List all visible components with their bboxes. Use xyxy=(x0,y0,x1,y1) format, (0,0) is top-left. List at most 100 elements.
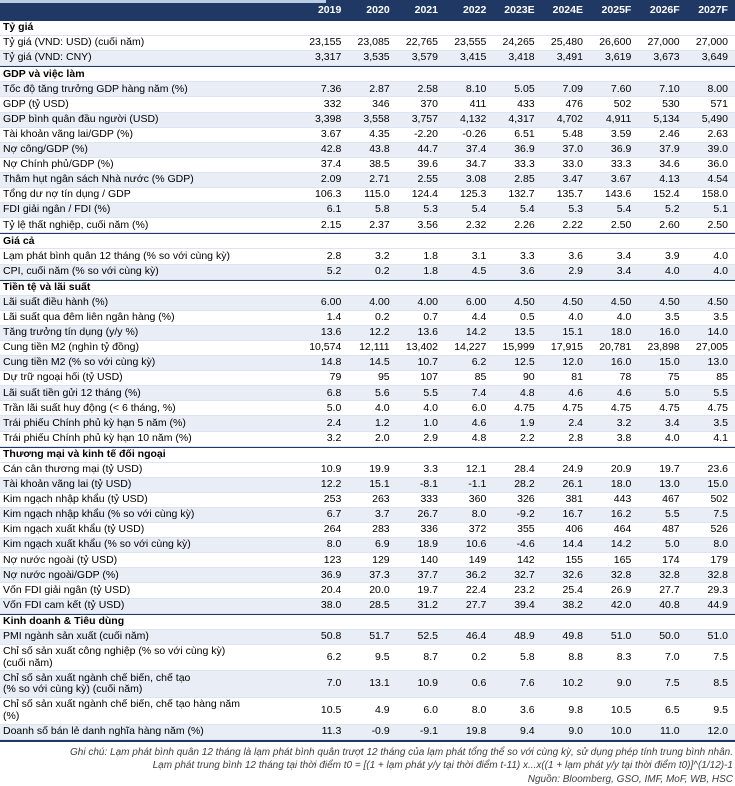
cell-value: 464 xyxy=(613,523,632,536)
cell-value: 5,134 xyxy=(653,112,680,125)
cell-value: 2.71 xyxy=(369,173,390,186)
cell-value: 25.4 xyxy=(562,583,583,596)
row-label: Tài khoản vãng lai/GDP (%) xyxy=(3,127,133,140)
cell-value: 443 xyxy=(613,493,632,506)
cell-value: 4.35 xyxy=(369,127,390,140)
cell-value: 0.6 xyxy=(471,677,487,690)
cell-value: 33.3 xyxy=(514,158,535,171)
cell-value: 32.6 xyxy=(562,568,583,581)
cell-value: 46.4 xyxy=(465,630,487,643)
section-row: GDP và việc làm xyxy=(0,66,735,83)
cell-value: 3.5 xyxy=(665,311,680,324)
cell-value: 165 xyxy=(613,553,632,566)
cell-value: 4.75 xyxy=(514,401,535,414)
cell-value: 332 xyxy=(323,97,342,110)
cell-value: 4.75 xyxy=(562,401,583,414)
cell-value: 85 xyxy=(474,371,487,384)
cell-value: -1.1 xyxy=(468,478,487,491)
table-row: Dự trữ ngoại hối (tỷ USD) 79 95 107 85 90 81 78… xyxy=(0,371,735,387)
cell-value: 37.3 xyxy=(369,568,390,581)
row-label: Tăng trưởng tín dụng (y/y %) xyxy=(3,326,139,339)
cell-value: 12.2 xyxy=(369,326,390,339)
cell-value: 346 xyxy=(372,97,390,110)
table-row: Nợ Chính phủ/GDP (%) 37.4 38.5 39.6 34.7 33.3… xyxy=(0,158,735,173)
row-label: FDI giải ngân / FDI (%) xyxy=(3,203,111,216)
table-row: Vốn FDI giải ngân (tỷ USD) 20.4 20.0 19.7 22… xyxy=(0,583,735,599)
cell-value: 23,085 xyxy=(357,36,390,49)
table-row: Trái phiếu Chính phủ kỳ hạn 5 năm (%) 2.4… xyxy=(0,416,735,432)
row-label: Trần lãi suất huy động (< 6 tháng, %) xyxy=(3,401,176,414)
cell-value: 26.7 xyxy=(417,508,438,521)
cell-value: 7.10 xyxy=(659,82,680,95)
row-label: Chỉ số sản xuất ngành chế biến, chế tạo(… xyxy=(3,671,191,696)
cell-value: 2.50 xyxy=(610,218,632,231)
table-row: Chỉ số sản xuất công nghiệp (% so với cù… xyxy=(0,645,735,672)
cell-value: 3,418 xyxy=(508,51,535,64)
table-row: Tổng dư nợ tín dụng / GDP 106.3 115.0 124.4… xyxy=(0,188,735,204)
cell-value: 14.0 xyxy=(707,326,728,339)
row-label: Vốn FDI cam kết (tỷ USD) xyxy=(3,598,125,611)
cell-value: 14.2 xyxy=(465,326,487,339)
cell-value: 18.0 xyxy=(610,478,632,491)
cell-value: 16.0 xyxy=(659,326,680,339)
cell-value: 355 xyxy=(517,523,535,536)
row-label: Nợ nước ngoài (tỷ USD) xyxy=(3,553,118,566)
cell-value: 13.0 xyxy=(659,478,680,491)
cell-value: -2.20 xyxy=(414,127,438,140)
cell-value: 4.1 xyxy=(713,431,728,444)
cell-value: 1.8 xyxy=(423,264,438,277)
row-label: Thâm hụt ngân sách Nhà nước (% GDP) xyxy=(3,173,194,186)
cell-value: 3,579 xyxy=(411,51,438,64)
cell-value: 15,999 xyxy=(502,341,535,354)
cell-value: 7.09 xyxy=(562,82,583,95)
cell-value: 2.15 xyxy=(320,218,342,231)
cell-value: 3.67 xyxy=(320,127,342,140)
section-label: Tỷ giá xyxy=(3,21,34,34)
cell-value: -4.6 xyxy=(516,538,535,551)
cell-value: 8.5 xyxy=(713,677,728,690)
column-header-2023e: 2023E xyxy=(504,4,535,16)
cell-value: 13.1 xyxy=(369,677,390,690)
cell-value: 5.8 xyxy=(520,650,535,663)
cell-value: 13,402 xyxy=(405,341,438,354)
cell-value: 3.2 xyxy=(326,431,342,444)
cell-value: 15.0 xyxy=(659,356,680,369)
cell-value: 44.9 xyxy=(707,598,728,611)
cell-value: 4.6 xyxy=(471,416,487,429)
cell-value: 4.75 xyxy=(659,401,680,414)
table-row: Trần lãi suất huy động (< 6 tháng, %) 5.0… xyxy=(0,401,735,417)
row-label: GDP bình quân đầu người (USD) xyxy=(3,112,159,125)
table-row: Cung tiền M2 (nghìn tỷ đồng) 10,574 12,111… xyxy=(0,341,735,357)
cell-value: 264 xyxy=(323,523,342,536)
table-row: Nợ công/GDP (%) 42.8 43.8 44.7 37.4 36.9 37.0 3… xyxy=(0,142,735,158)
cell-value: 26,600 xyxy=(599,36,632,49)
cell-value: 7.0 xyxy=(665,650,680,663)
cell-value: 6.8 xyxy=(326,386,342,399)
cell-value: 4.0 xyxy=(375,401,390,414)
row-label: Lạm phát bình quân 12 tháng (% so với cù… xyxy=(3,249,230,262)
cell-value: 29.3 xyxy=(707,583,728,596)
cell-value: 3,649 xyxy=(701,51,728,64)
table-row: Kim ngạch xuất khẩu (tỷ USD) 264 283 336 372… xyxy=(0,523,735,539)
cell-value: 2.9 xyxy=(568,264,583,277)
section-row: Tiền tệ và lãi suất xyxy=(0,279,735,296)
cell-value: 3,619 xyxy=(605,51,632,64)
cell-value: 4.75 xyxy=(707,401,728,414)
cell-value: 4,702 xyxy=(556,112,583,125)
cell-value: 6.0 xyxy=(423,704,438,717)
cell-value: 152.4 xyxy=(653,188,680,201)
cell-value: 5.0 xyxy=(665,538,680,551)
cell-value: 4.6 xyxy=(616,386,632,399)
cell-value: 37.0 xyxy=(562,143,583,156)
table-row: Chỉ số sản xuất ngành chế biến, chế tạo … xyxy=(0,698,735,725)
cell-value: 33.3 xyxy=(610,158,632,171)
cell-value: 23,555 xyxy=(454,36,487,49)
cell-value: 406 xyxy=(565,523,583,536)
cell-value: 12.5 xyxy=(514,356,535,369)
row-label: Nợ công/GDP (%) xyxy=(3,143,88,156)
cell-value: 3,757 xyxy=(411,112,438,125)
cell-value: 15.1 xyxy=(369,478,390,491)
cell-value: 4.0 xyxy=(616,311,632,324)
cell-value: 36.9 xyxy=(610,143,632,156)
cell-value: 5.6 xyxy=(375,386,390,399)
